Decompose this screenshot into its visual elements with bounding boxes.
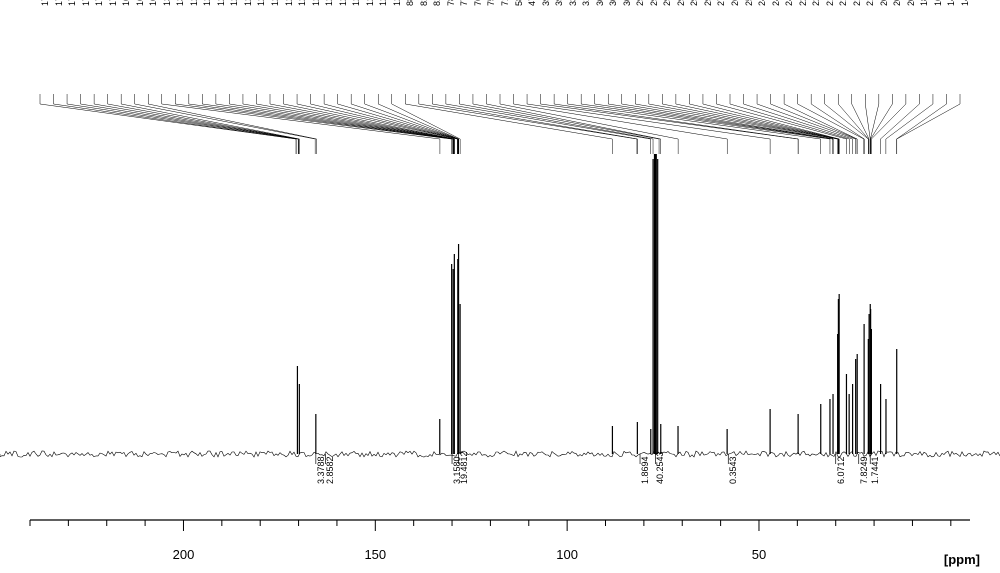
peak-label: 24.8242 bbox=[757, 0, 767, 6]
nmr-spectrum-chart: 170.6579 170.6317170.0926 170.0629170.0431… bbox=[0, 0, 1000, 573]
peak-label: 31.5012 bbox=[581, 0, 591, 6]
peak-label: 29.3283 bbox=[649, 0, 659, 6]
integral-label: 0.3543 bbox=[728, 456, 738, 484]
peak-label: 127.8885 bbox=[392, 0, 402, 6]
peak-tie-lines bbox=[0, 94, 1000, 154]
peak-label: 170.0926 bbox=[67, 0, 77, 6]
peak-label: 24.4313 bbox=[771, 0, 781, 6]
peak-label: 129.6994 bbox=[216, 0, 226, 6]
integral-labels-region: 3.37882.85823.158019.48121.869440.25430.… bbox=[0, 484, 1000, 514]
peak-label: 21.4669 bbox=[838, 0, 848, 6]
peak-label: 21.0084 bbox=[865, 0, 875, 6]
peak-label: 29.2985 bbox=[662, 0, 672, 6]
x-axis bbox=[0, 515, 1000, 545]
peak-label: 129.4575 bbox=[256, 0, 266, 6]
peak-label: 21.3164 bbox=[852, 0, 862, 6]
peak-label: 24.4366 bbox=[784, 0, 794, 6]
peak-label: 170.0139 bbox=[108, 0, 118, 6]
peak-label: 27.1818 bbox=[716, 0, 726, 6]
integral-label: 1.8694 bbox=[640, 456, 650, 484]
integral-label: 40.2543 bbox=[655, 451, 665, 484]
peak-label: 128.6192 bbox=[297, 0, 307, 6]
peak-label: 22.5614 bbox=[811, 0, 821, 6]
peak-label: 129.3563 bbox=[284, 0, 294, 6]
peak-label: 22.6774 bbox=[798, 0, 808, 6]
peak-label: 128.2585 bbox=[378, 0, 388, 6]
peak-label: 30.6748 bbox=[622, 0, 632, 6]
x-axis-unit: [ppm] bbox=[944, 552, 980, 567]
peak-label: 170.6579 bbox=[40, 0, 50, 6]
peak-label: 26.4613 bbox=[730, 0, 740, 6]
peak-label: 88.2357 bbox=[405, 0, 415, 6]
peak-label: 129.7438 bbox=[202, 0, 212, 6]
axis-tick-label: 150 bbox=[364, 547, 386, 562]
peak-label: 14.0816 bbox=[960, 0, 970, 6]
peak-label: 20.6986 bbox=[906, 0, 916, 6]
axis-tick-label: 50 bbox=[752, 547, 766, 562]
peak-label: 128.3797 bbox=[338, 0, 348, 6]
peak-label: 14.1268 bbox=[946, 0, 956, 6]
peak-label: 77.6128 bbox=[459, 0, 469, 6]
peak-label: 128.3526 bbox=[351, 0, 361, 6]
peak-label: 39.8014 bbox=[541, 0, 551, 6]
integral-label: 2.8582 bbox=[325, 456, 335, 484]
integral-label: 1.7441 bbox=[870, 456, 880, 484]
integral-label: 6.0712 bbox=[836, 456, 846, 484]
peak-label: 21.4974 bbox=[825, 0, 835, 6]
peak-label: 170.0629 bbox=[81, 0, 91, 6]
peak-label: 75.6478 bbox=[486, 0, 496, 6]
peak-label: 30.7671 bbox=[595, 0, 605, 6]
peak-label: 71.0704 bbox=[500, 0, 510, 6]
peak-label: 81.6650 bbox=[432, 0, 442, 6]
peak-label: 25.6092 bbox=[744, 0, 754, 6]
peak-labels-region: 170.6579 170.6317170.0926 170.0629170.0431… bbox=[0, 0, 1000, 94]
peak-label: 20.9616 bbox=[879, 0, 889, 6]
peak-label: 133.1619 bbox=[162, 0, 172, 6]
spectrum-plot bbox=[0, 154, 1000, 484]
peak-label: 16.9242 bbox=[933, 0, 943, 6]
peak-label: 129.4002 bbox=[270, 0, 280, 6]
peak-label: 128.5921 bbox=[311, 0, 321, 6]
peak-label: 20.8952 bbox=[892, 0, 902, 6]
peak-label: 128.2866 bbox=[365, 0, 375, 6]
peak-label: 39.7745 bbox=[554, 0, 564, 6]
peak-label: 165.6749 bbox=[135, 0, 145, 6]
peak-label: 170.6317 bbox=[54, 0, 64, 6]
axis-tick-label: 200 bbox=[173, 547, 195, 562]
integral-label: 19.4812 bbox=[459, 451, 469, 484]
peak-label: 30.6951 bbox=[608, 0, 618, 6]
axis-tick-label: 100 bbox=[556, 547, 578, 562]
peak-label: 18.3358 bbox=[919, 0, 929, 6]
x-axis-labels: 200 150 100 50 bbox=[0, 547, 1000, 567]
peak-label: 129.5568 bbox=[229, 0, 239, 6]
integral-label: 7.8249 bbox=[859, 456, 869, 484]
peak-label: 78.2664 bbox=[446, 0, 456, 6]
peak-label: 170.0431 bbox=[94, 0, 104, 6]
peak-label: 29.5910 bbox=[635, 0, 645, 6]
peak-label: 58.2748 bbox=[514, 0, 524, 6]
peak-label: 129.5329 bbox=[243, 0, 253, 6]
peak-label: 129.8364 bbox=[189, 0, 199, 6]
peak-label: 29.1870 bbox=[676, 0, 686, 6]
peak-label: 165.3189 bbox=[148, 0, 158, 6]
peak-label: 29.0938 bbox=[703, 0, 713, 6]
peak-label: 29.1343 bbox=[689, 0, 699, 6]
peak-label: 130.1969 bbox=[175, 0, 185, 6]
peak-label: 76.0424 bbox=[473, 0, 483, 6]
peak-label: 128.5502 bbox=[324, 0, 334, 6]
peak-label: 47.0971 bbox=[527, 0, 537, 6]
peak-label: 33.9432 bbox=[568, 0, 578, 6]
peak-label: 81.8109 bbox=[419, 0, 429, 6]
peak-label: 169.7761 bbox=[121, 0, 131, 6]
